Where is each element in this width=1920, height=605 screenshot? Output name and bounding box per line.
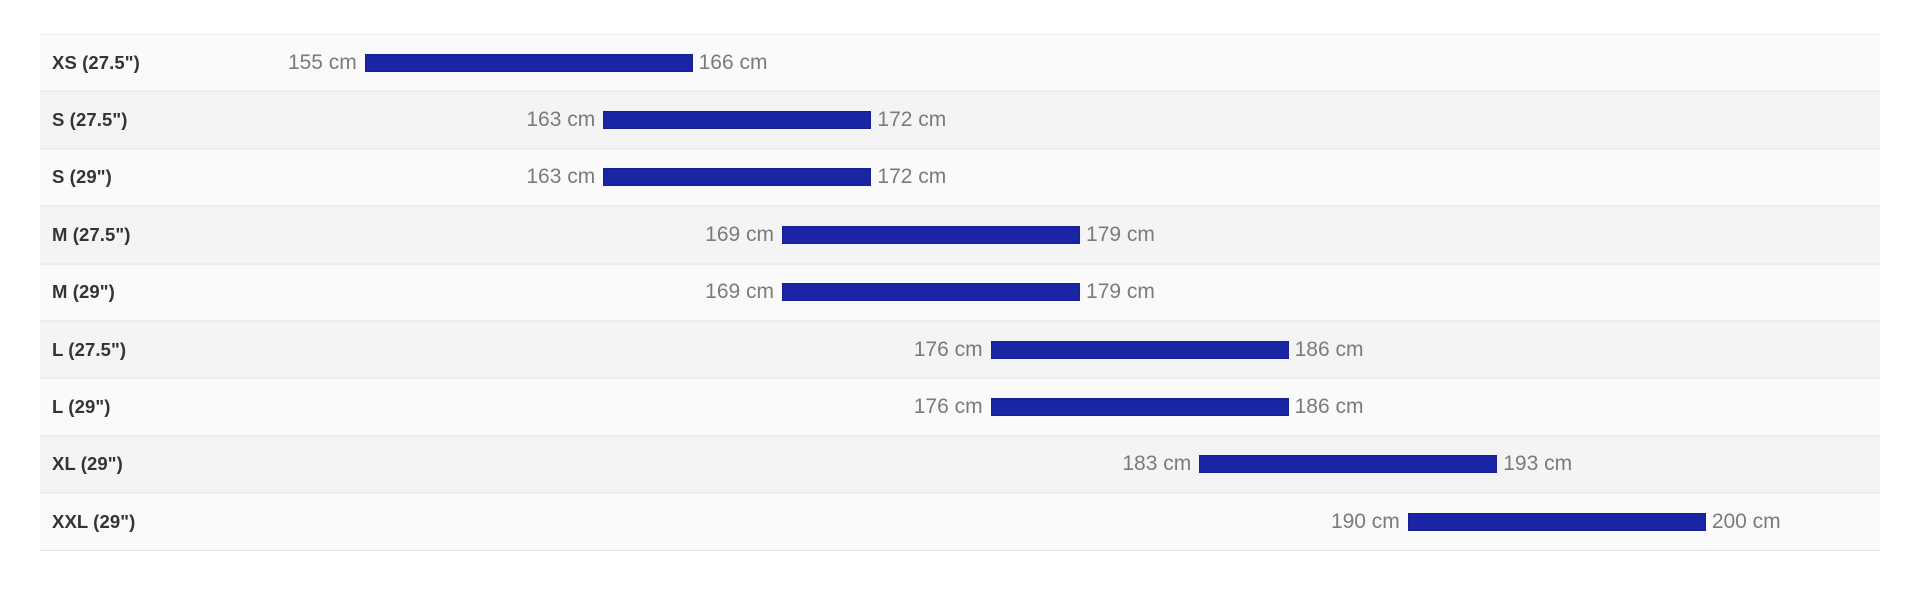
size-label: L (27.5") bbox=[52, 338, 127, 360]
range-max-value: 172 cm bbox=[877, 165, 947, 189]
range-min-value: 155 cm bbox=[287, 50, 357, 74]
range-track: 176 cm 186 cm bbox=[40, 322, 1880, 377]
range-track: 169 cm 179 cm bbox=[40, 265, 1880, 320]
range-bar bbox=[782, 225, 1081, 244]
range-max-value: 186 cm bbox=[1294, 337, 1364, 361]
range-min-value: 163 cm bbox=[526, 165, 596, 189]
range-max-value: 172 cm bbox=[877, 108, 947, 132]
size-range-chart: XS (27.5") 155 cm 166 cm S (27.5") 163 cm 172… bbox=[40, 34, 1880, 551]
range-bar bbox=[603, 111, 872, 130]
range-track: 183 cm 193 cm bbox=[40, 437, 1880, 492]
range-max-value: 193 cm bbox=[1503, 452, 1573, 476]
range-min-value: 176 cm bbox=[913, 337, 983, 361]
range-max-value: 186 cm bbox=[1294, 395, 1364, 419]
size-label: S (27.5") bbox=[52, 109, 128, 131]
range-min-value: 183 cm bbox=[1122, 452, 1192, 476]
size-label: M (29") bbox=[52, 281, 115, 303]
range-track: 155 cm 166 cm bbox=[40, 35, 1880, 90]
range-min-value: 169 cm bbox=[705, 280, 775, 304]
size-label: L (29") bbox=[52, 396, 111, 418]
range-min-value: 176 cm bbox=[913, 395, 983, 419]
range-min-value: 169 cm bbox=[705, 222, 775, 246]
range-track: 163 cm 172 cm bbox=[40, 92, 1880, 147]
range-track: 176 cm 186 cm bbox=[40, 379, 1880, 434]
range-max-value: 179 cm bbox=[1086, 222, 1155, 246]
size-label: S (29") bbox=[52, 166, 112, 188]
size-label: M (27.5") bbox=[52, 223, 131, 245]
table-row: M (29") 169 cm 179 cm bbox=[40, 263, 1880, 321]
range-min-value: 190 cm bbox=[1330, 509, 1400, 533]
range-track: 169 cm 179 cm bbox=[40, 207, 1880, 262]
range-bar bbox=[782, 283, 1081, 302]
table-row: L (27.5") 176 cm 186 cm bbox=[40, 320, 1880, 379]
table-row: S (27.5") 163 cm 172 cm bbox=[40, 91, 1880, 149]
range-max-value: 166 cm bbox=[698, 50, 768, 74]
table-row: XXL (29") 190 cm 200 cm bbox=[40, 493, 1880, 551]
size-label: XS (27.5") bbox=[52, 51, 140, 73]
size-label: XXL (29") bbox=[52, 510, 136, 532]
range-bar bbox=[1407, 512, 1706, 531]
range-max-value: 179 cm bbox=[1086, 280, 1155, 304]
range-bar bbox=[990, 398, 1289, 417]
range-bar bbox=[603, 168, 872, 187]
range-min-value: 163 cm bbox=[526, 108, 596, 132]
range-bar bbox=[364, 53, 693, 72]
range-bar bbox=[990, 340, 1289, 359]
range-track: 163 cm 172 cm bbox=[40, 150, 1880, 205]
table-row: XS (27.5") 155 cm 166 cm bbox=[40, 34, 1880, 92]
range-max-value: 200 cm bbox=[1711, 509, 1781, 533]
table-row: S (29") 163 cm 172 cm bbox=[40, 148, 1880, 207]
table-row: XL (29") 183 cm 193 cm bbox=[40, 435, 1880, 494]
table-row: L (29") 176 cm 186 cm bbox=[40, 378, 1880, 436]
range-bar bbox=[1199, 455, 1498, 474]
size-label: XL (29") bbox=[52, 453, 123, 475]
table-row: M (27.5") 169 cm 179 cm bbox=[40, 206, 1880, 264]
range-track: 190 cm 200 cm bbox=[40, 494, 1880, 549]
